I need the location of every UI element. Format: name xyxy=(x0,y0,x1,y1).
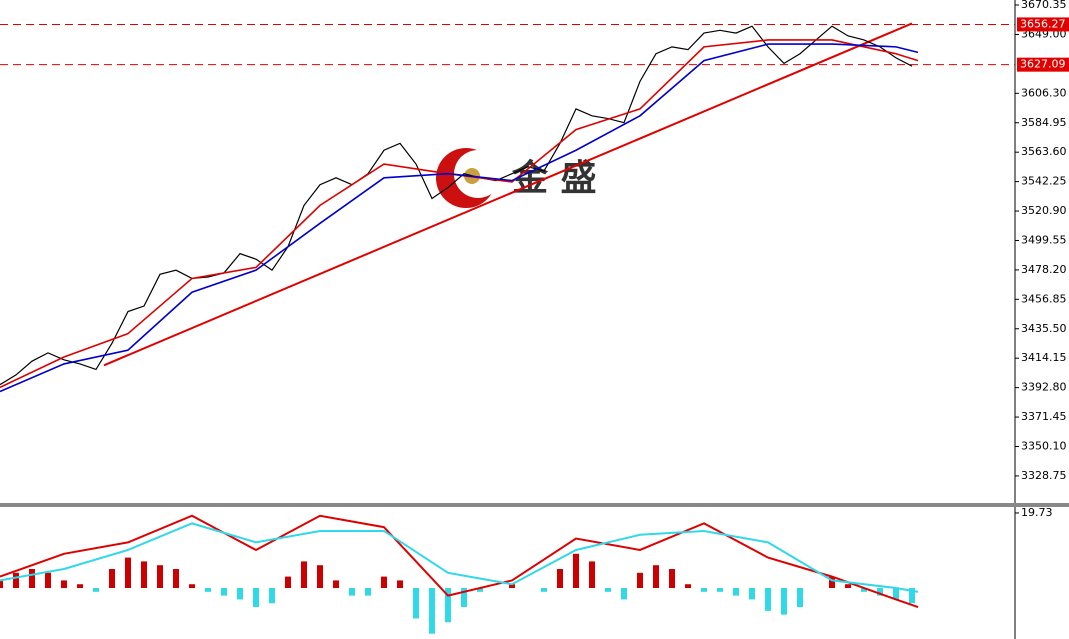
histogram-bar xyxy=(877,588,883,596)
histogram-bar xyxy=(701,588,707,592)
histogram-bar xyxy=(365,588,371,596)
histogram-bar xyxy=(621,588,627,600)
histogram-bar xyxy=(733,588,739,596)
y-tick-label: 3371.45 xyxy=(1021,410,1067,423)
histogram-bar xyxy=(285,576,291,589)
histogram-bar xyxy=(157,565,163,589)
histogram-bar xyxy=(653,565,659,589)
histogram-bar xyxy=(253,588,259,608)
histogram-bar xyxy=(0,580,3,589)
histogram-bar xyxy=(477,588,483,592)
series-line xyxy=(0,514,919,608)
histogram-bar xyxy=(429,588,435,634)
y-tick-label: 3606.30 xyxy=(1021,86,1067,99)
histogram-bar xyxy=(77,584,83,589)
histogram-bar xyxy=(749,588,755,600)
histogram-bar xyxy=(349,588,355,596)
series-line xyxy=(0,39,919,389)
histogram-bar xyxy=(189,584,195,589)
y-tick-label: 3584.95 xyxy=(1021,116,1067,129)
histogram-bar xyxy=(397,580,403,589)
histogram-bar xyxy=(445,588,451,623)
y-tick-label: 3670.35 xyxy=(1021,0,1067,11)
histogram-bar xyxy=(637,572,643,589)
y-tick-label: 3350.10 xyxy=(1021,439,1067,452)
histogram-bar xyxy=(541,588,547,592)
histogram-bar xyxy=(205,588,211,592)
histogram-bar xyxy=(381,576,387,589)
histogram-bar xyxy=(93,588,99,592)
histogram-bar xyxy=(333,580,339,589)
histogram-bar xyxy=(29,569,35,589)
histogram-bar xyxy=(13,572,19,589)
series-line xyxy=(0,25,913,386)
y-tick-label: 3392.80 xyxy=(1021,381,1067,394)
histogram-bar xyxy=(45,572,51,589)
y-tick-label: 19.73 xyxy=(1021,506,1053,519)
histogram-bar xyxy=(685,584,691,589)
histogram-bar xyxy=(317,565,323,589)
level-label: 3656.27 xyxy=(1020,17,1066,30)
y-tick-label: 3563.60 xyxy=(1021,145,1067,158)
y-tick-label: 3456.85 xyxy=(1021,292,1067,305)
watermark-logo xyxy=(436,148,502,208)
histogram-bar xyxy=(413,588,419,619)
level-label: 3627.09 xyxy=(1020,58,1066,71)
trend-line xyxy=(103,22,913,367)
level-label-box xyxy=(1017,17,1069,32)
histogram-bar xyxy=(605,588,611,592)
y-tick-label: 3499.55 xyxy=(1021,233,1067,246)
histogram-bar xyxy=(845,584,851,589)
level-label-box xyxy=(1017,57,1069,72)
histogram-bar xyxy=(141,561,147,589)
y-tick-label: 3435.50 xyxy=(1021,322,1067,335)
series-line xyxy=(0,522,919,593)
histogram-bar xyxy=(557,569,563,589)
histogram-bar xyxy=(221,588,227,596)
histogram-bar xyxy=(893,588,899,600)
y-tick-label: 3520.90 xyxy=(1021,204,1067,217)
histogram-bar xyxy=(861,588,867,592)
histogram-bar xyxy=(301,561,307,589)
histogram-bar xyxy=(125,557,131,589)
y-tick-label: 3328.75 xyxy=(1021,469,1067,482)
histogram-bar xyxy=(269,588,275,604)
series-line xyxy=(0,43,919,393)
histogram-bar xyxy=(669,569,675,589)
histogram-bar xyxy=(573,553,579,589)
histogram-bar xyxy=(173,569,179,589)
histogram-bar xyxy=(109,569,115,589)
histogram-bar xyxy=(829,576,835,589)
histogram-bar xyxy=(589,561,595,589)
y-tick-label: 3542.25 xyxy=(1021,175,1067,188)
histogram-bar xyxy=(237,588,243,600)
histogram-bar xyxy=(781,588,787,615)
histogram-bar xyxy=(797,588,803,608)
y-tick-label: 3414.15 xyxy=(1021,351,1067,364)
panel-separator xyxy=(0,503,1069,507)
histogram-bar xyxy=(61,580,67,589)
histogram-bar xyxy=(765,588,771,611)
histogram-bar xyxy=(909,588,915,604)
histogram-bar xyxy=(509,584,515,589)
histogram-bar xyxy=(461,588,467,608)
histogram-bar xyxy=(717,588,723,592)
y-tick-label: 3478.20 xyxy=(1021,263,1067,276)
